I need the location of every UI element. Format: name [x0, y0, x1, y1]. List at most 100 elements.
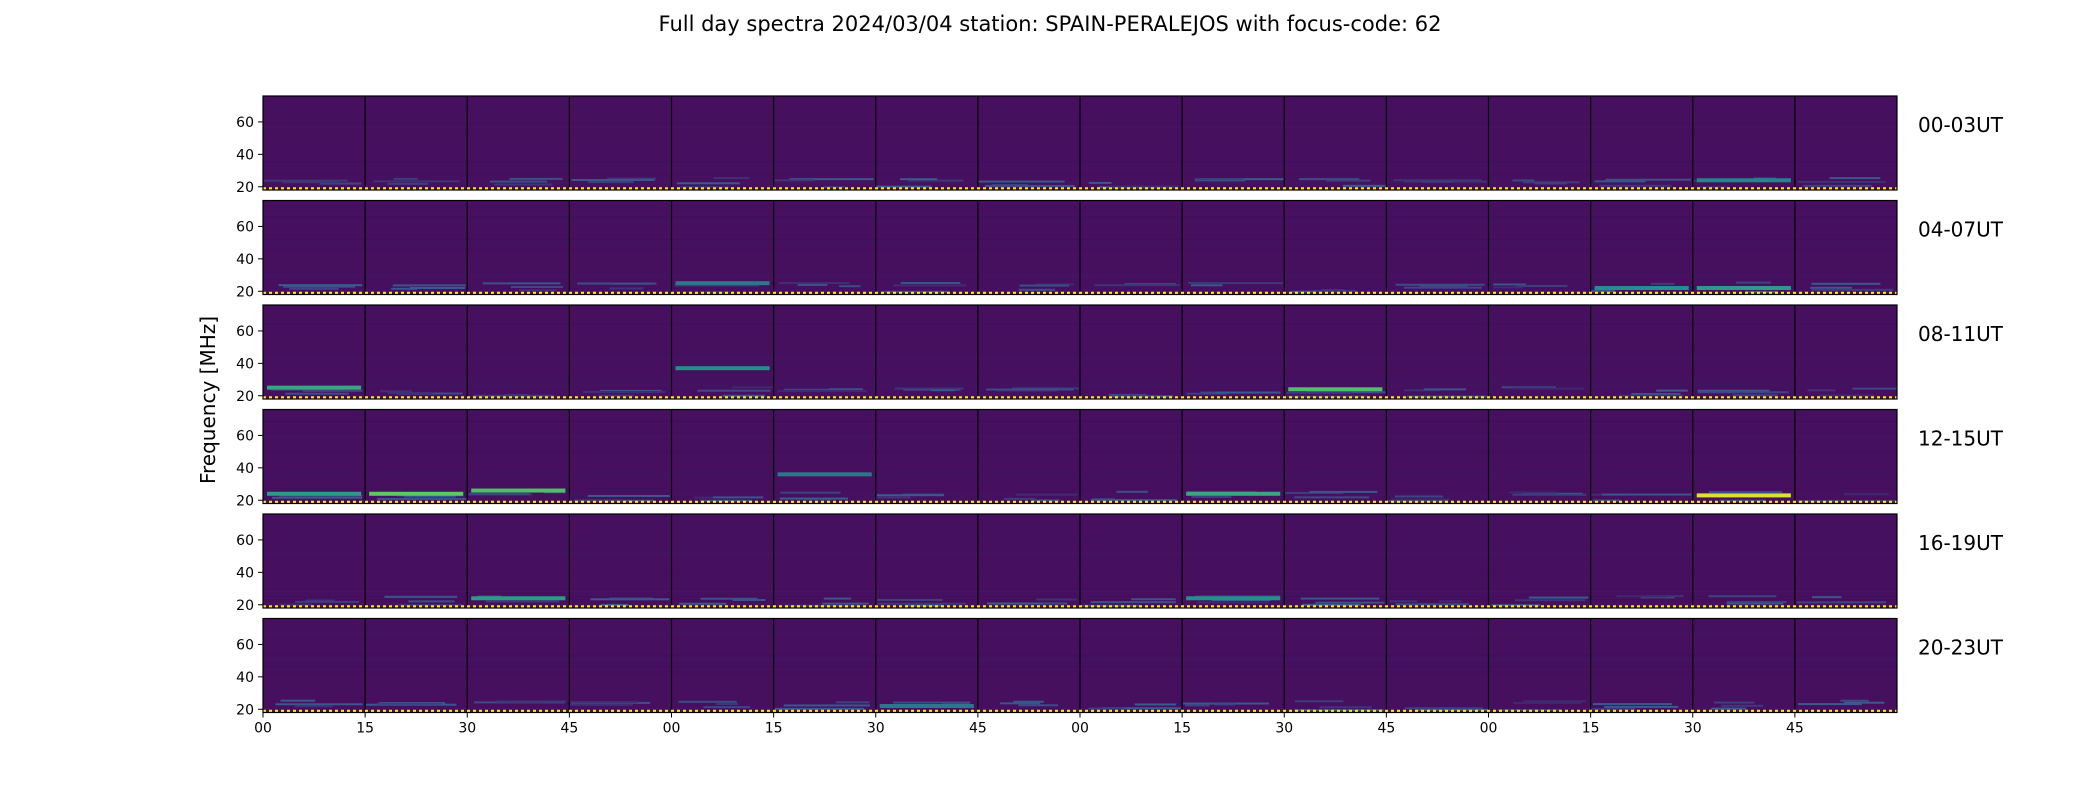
- low-frequency-band: [1042, 602, 1066, 605]
- low-frequency-band: [1745, 290, 1778, 293]
- low-frequency-band: [674, 284, 760, 287]
- low-frequency-band: [823, 597, 852, 600]
- low-frequency-band: [285, 392, 349, 395]
- low-frequency-band: [732, 386, 774, 389]
- low-frequency-band: [1807, 389, 1836, 392]
- y-tick-label: 20: [236, 493, 254, 509]
- low-frequency-band: [1109, 185, 1179, 188]
- low-frequency-band: [587, 494, 670, 497]
- emission-band: [471, 596, 566, 601]
- panel-row-frame: [262, 95, 1898, 191]
- low-frequency-band: [582, 390, 666, 393]
- low-frequency-band: [283, 285, 356, 288]
- low-frequency-band: [510, 286, 563, 289]
- low-frequency-band: [1512, 179, 1535, 182]
- low-frequency-band: [1018, 704, 1059, 707]
- emission-band: [267, 385, 362, 390]
- low-frequency-band: [836, 701, 870, 704]
- low-frequency-band: [1735, 281, 1771, 284]
- low-frequency-band: [1300, 597, 1380, 600]
- low-frequency-band: [1726, 602, 1784, 605]
- low-frequency-band: [894, 387, 964, 390]
- y-tick-label: 40: [236, 565, 254, 581]
- low-frequency-band: [1090, 601, 1176, 604]
- low-frequency-band: [797, 283, 828, 286]
- low-frequency-band: [1714, 701, 1755, 704]
- low-frequency-band: [697, 389, 771, 392]
- low-frequency-band: [1013, 700, 1044, 703]
- low-frequency-band: [1284, 491, 1344, 494]
- low-frequency-band: [294, 705, 334, 708]
- y-tick-label: 20: [236, 180, 254, 196]
- x-tick-label: 45: [1377, 721, 1395, 737]
- low-frequency-band: [1395, 603, 1469, 606]
- low-frequency-band: [1594, 180, 1646, 183]
- low-frequency-band: [1194, 179, 1246, 182]
- low-frequency-band: [302, 389, 363, 392]
- x-tick-label: 45: [560, 721, 578, 737]
- low-frequency-band: [1439, 600, 1462, 603]
- low-frequency-band: [877, 598, 943, 601]
- low-frequency-band: [377, 702, 442, 705]
- low-frequency-band: [716, 703, 738, 706]
- low-frequency-band: [1797, 180, 1886, 183]
- low-frequency-band: [1828, 499, 1897, 502]
- low-frequency-band: [573, 499, 624, 502]
- low-frequency-band: [1134, 703, 1177, 706]
- emission-band: [267, 491, 362, 496]
- low-frequency-band: [1708, 595, 1777, 598]
- low-frequency-band: [387, 391, 434, 394]
- low-frequency-band: [294, 600, 360, 603]
- x-tick-label: 15: [1173, 721, 1191, 737]
- low-frequency-band: [1036, 598, 1077, 601]
- low-frequency-band: [1108, 393, 1147, 396]
- y-tick-label: 60: [236, 637, 254, 653]
- low-frequency-band: [601, 603, 629, 606]
- low-frequency-band: [822, 602, 869, 605]
- x-tick-label: 15: [356, 721, 374, 737]
- y-tick-label: 60: [236, 533, 254, 549]
- low-frequency-band: [1509, 491, 1557, 494]
- low-frequency-band: [1493, 283, 1526, 286]
- low-frequency-band: [1852, 387, 1897, 390]
- row-time-label: 20-23UT: [1918, 636, 2004, 660]
- low-frequency-band: [279, 603, 313, 606]
- panel-row-frame: [262, 304, 1898, 400]
- low-frequency-band: [1315, 601, 1385, 604]
- low-frequency-band: [1697, 391, 1789, 394]
- y-tick-label: 40: [236, 252, 254, 268]
- x-tick-label: 15: [765, 721, 783, 737]
- low-frequency-band: [588, 181, 634, 184]
- low-frequency-band: [1523, 700, 1587, 703]
- low-frequency-band: [387, 182, 429, 185]
- low-frequency-band: [1591, 707, 1636, 710]
- low-frequency-band: [783, 704, 871, 707]
- row-time-label: 04-07UT: [1918, 218, 2004, 242]
- low-frequency-band: [279, 494, 363, 497]
- x-tick-label: 45: [969, 721, 987, 737]
- low-frequency-band: [1312, 289, 1356, 292]
- low-frequency-band: [884, 290, 949, 293]
- low-frequency-band: [1604, 705, 1679, 708]
- low-frequency-band: [877, 602, 966, 605]
- low-frequency-band: [485, 600, 560, 603]
- low-frequency-band: [391, 287, 418, 290]
- low-frequency-band: [1838, 601, 1887, 604]
- low-frequency-band: [570, 701, 639, 704]
- low-frequency-band: [1291, 290, 1316, 293]
- low-frequency-band: [1810, 286, 1852, 289]
- low-frequency-band: [379, 390, 412, 393]
- low-frequency-band: [275, 703, 363, 706]
- low-frequency-band: [1018, 288, 1056, 291]
- low-frequency-band: [1514, 599, 1586, 602]
- low-frequency-band: [999, 702, 1041, 705]
- x-tick-label: 00: [254, 721, 272, 737]
- low-frequency-band: [1423, 388, 1467, 391]
- low-frequency-band: [1631, 392, 1681, 395]
- low-frequency-band: [1605, 178, 1692, 181]
- low-frequency-band: [1513, 387, 1585, 390]
- low-frequency-band: [1390, 498, 1450, 501]
- low-frequency-band: [264, 179, 348, 182]
- low-frequency-band: [1618, 394, 1684, 397]
